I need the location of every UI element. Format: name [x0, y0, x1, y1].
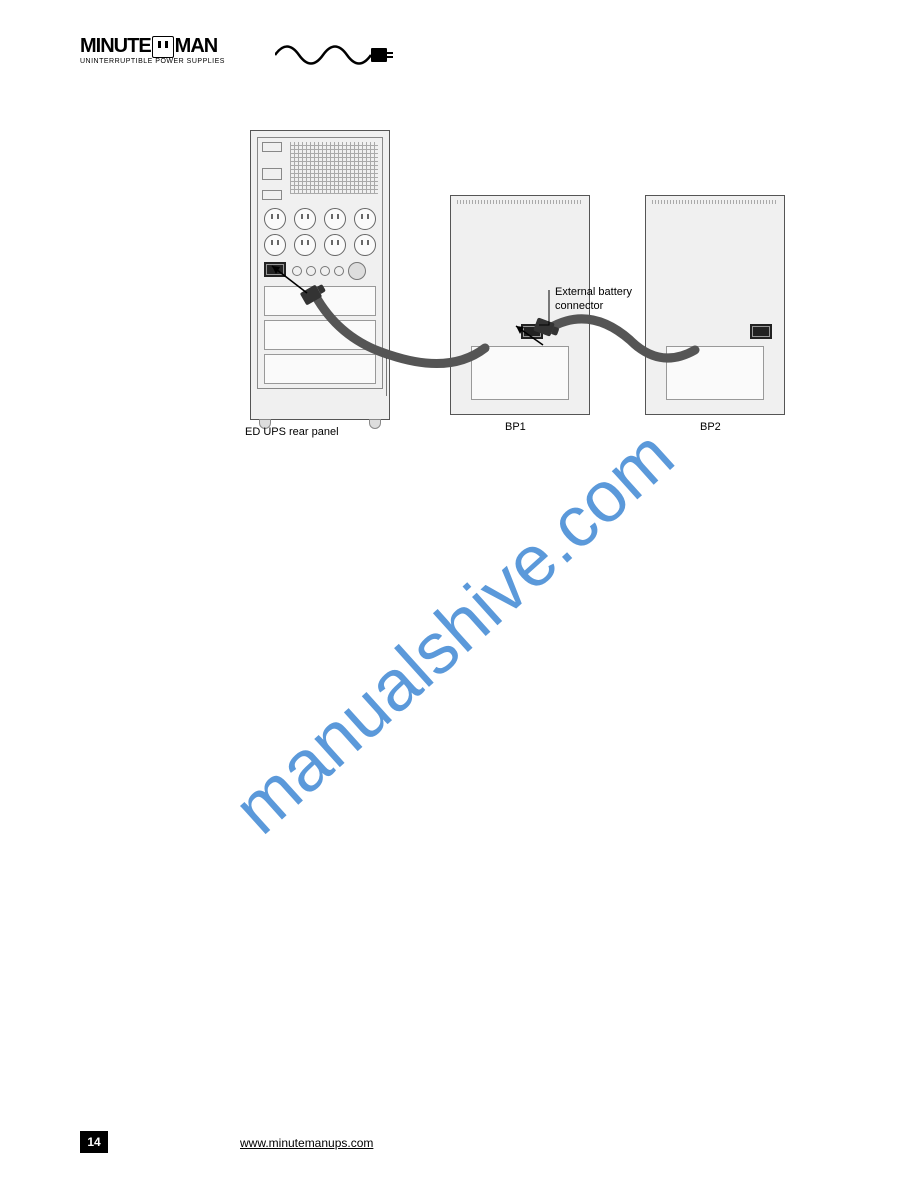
page-number: 14 [80, 1131, 108, 1153]
outlet-icon [264, 234, 286, 256]
page: MINUTE MAN UNINTERRUPTIBLE POWER SUPPLIE… [0, 0, 918, 1188]
outlet-icon [294, 234, 316, 256]
vent-icon [652, 200, 778, 204]
vent-grid-icon [290, 142, 378, 194]
brand-left: MINUTE [80, 35, 151, 58]
port-icon [262, 190, 282, 200]
port-icon [262, 168, 282, 180]
knob-icon [334, 266, 344, 276]
label-bp1: BP1 [505, 420, 526, 434]
outlet-row [262, 234, 378, 256]
cord-wave-icon [275, 40, 405, 70]
battery-tray-icon [264, 320, 376, 350]
port-icon [262, 142, 282, 152]
outlet-row [262, 208, 378, 230]
connection-diagram: ED UPS rear panel BP1 BP2 External batte… [250, 130, 850, 450]
knob-icon [348, 262, 366, 280]
outlet-icon [324, 234, 346, 256]
brand-logo: MINUTE MAN UNINTERRUPTIBLE POWER SUPPLIE… [80, 35, 330, 75]
access-panel-icon [471, 346, 569, 400]
label-bp2: BP2 [700, 420, 721, 434]
outlet-icon [354, 208, 376, 230]
brand-right: MAN [175, 35, 218, 58]
arrow-icon [262, 258, 312, 298]
outlet-icon [294, 208, 316, 230]
vent-icon [457, 200, 583, 204]
battery-tray-icon [264, 354, 376, 384]
outlet-icon [354, 234, 376, 256]
label-ups-rear: ED UPS rear panel [245, 425, 395, 439]
battery-connector-icon [750, 324, 772, 339]
label-ext-conn: External battery connector [555, 285, 635, 314]
battery-pack-2 [645, 195, 785, 415]
outlet-icon [324, 208, 346, 230]
knob-icon [320, 266, 330, 276]
footer-url: www.minutemanups.com [240, 1136, 373, 1150]
outlet-icon [264, 208, 286, 230]
watermark-text: manualshive.com [219, 415, 689, 849]
outlet-icon [152, 36, 174, 58]
callout-line [386, 358, 400, 398]
access-panel-icon [666, 346, 764, 400]
